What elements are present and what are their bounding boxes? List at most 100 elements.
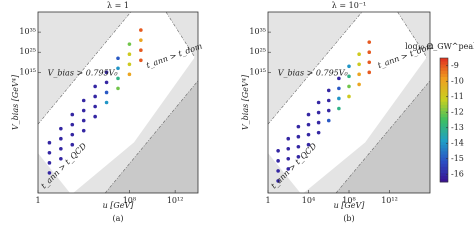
- data-point: [276, 169, 280, 173]
- x-tick-label: 10¹²: [167, 196, 184, 205]
- data-point: [104, 80, 109, 85]
- colorbar-step: [440, 70, 448, 74]
- allowed-band: [268, 12, 427, 193]
- data-point: [296, 144, 301, 149]
- data-point: [276, 179, 280, 183]
- data-point: [316, 110, 321, 115]
- data-point: [47, 171, 52, 175]
- data-point: [367, 40, 372, 44]
- data-point: [47, 150, 52, 155]
- data-point: [306, 142, 311, 147]
- colorbar-tick-label: -14: [451, 138, 464, 147]
- data-point: [337, 86, 341, 91]
- data-point: [116, 56, 120, 61]
- data-point: [127, 62, 132, 67]
- plot-frame: [37, 11, 199, 194]
- y-tick-label: 10¹⁵: [249, 67, 266, 76]
- colorbar-step: [440, 113, 448, 118]
- boundary: [267, 11, 363, 125]
- figure: 1 10⁸ 10¹² 10³⁵ 10²⁵ 10¹⁵ λ = 1 u [GeV] V_bias […: [11, 1, 474, 223]
- y-tick-label: 10³⁵: [249, 27, 266, 36]
- data-point: [70, 132, 75, 137]
- colorbar-step: [440, 141, 448, 146]
- data-point: [357, 52, 361, 57]
- colorbar-tick-label: -12: [451, 107, 464, 116]
- data-point: [59, 157, 63, 161]
- data-point: [337, 76, 341, 81]
- colorbar-tick-label: -13: [451, 123, 464, 132]
- data-point: [367, 70, 372, 75]
- data-point: [127, 42, 132, 46]
- data-point: [286, 146, 291, 151]
- data-point: [357, 82, 361, 87]
- y-tick-label: 10³⁵: [19, 27, 36, 36]
- data-point: [276, 159, 280, 163]
- colorbar-step: [440, 135, 448, 139]
- annotation: V_bias > 0.795V₀: [48, 69, 119, 78]
- colorbar-step: [440, 147, 448, 152]
- colorbar-step: [440, 101, 448, 105]
- colorbar-step: [440, 116, 448, 121]
- data-point: [139, 38, 143, 42]
- colorbar-step: [440, 67, 448, 71]
- data-point: [326, 118, 331, 123]
- data-point: [296, 134, 301, 139]
- colorbar-step: [440, 160, 448, 164]
- colorbar-step: [440, 154, 448, 158]
- data-point: [139, 48, 143, 53]
- boundary: [37, 11, 132, 125]
- colorbar-step: [440, 64, 448, 68]
- data-point: [81, 108, 86, 113]
- data-point: [306, 132, 311, 137]
- colorbar-step: [440, 166, 448, 170]
- caption: (a): [112, 214, 123, 223]
- x-tick-label: 10¹²: [381, 196, 398, 205]
- colorbar-step: [440, 138, 448, 143]
- data-point: [296, 155, 301, 159]
- allowed-band: [38, 12, 195, 193]
- data-point: [286, 136, 291, 141]
- colorbar-step: [440, 169, 448, 174]
- x-axis-label: u [GeV]: [103, 201, 135, 210]
- data-point: [47, 161, 52, 165]
- data-point: [296, 124, 301, 129]
- data-point: [104, 90, 109, 95]
- colorbar-frame: [439, 57, 449, 183]
- colorbar-step: [440, 82, 448, 87]
- annotation: V_bias > 0.795V₀: [278, 69, 349, 78]
- colorbar-tick-label: -10: [451, 76, 464, 85]
- data-point: [81, 118, 86, 123]
- data-point: [70, 122, 75, 127]
- data-point: [286, 157, 291, 161]
- colorbar-step: [440, 163, 448, 167]
- data-point: [326, 88, 331, 93]
- colorbar-step: [440, 144, 448, 149]
- colorbar-step: [440, 58, 448, 62]
- colorbar-tick-label: -15: [451, 154, 464, 163]
- x-tick-label: 10⁴: [302, 196, 315, 205]
- boundary: [397, 11, 428, 58]
- x-tick-label: 1: [35, 196, 40, 205]
- x-tick-label: 1: [265, 196, 270, 205]
- y-axis-label: V_bias [GeV⁴]: [11, 74, 20, 130]
- data-point: [70, 112, 75, 117]
- colorbar-step: [440, 95, 448, 99]
- data-point: [316, 130, 321, 135]
- data-point: [116, 66, 120, 71]
- data-point: [347, 84, 351, 89]
- data-point: [367, 60, 372, 65]
- boundary: [165, 11, 196, 58]
- colorbar-tick-label: -16: [451, 169, 464, 178]
- data-point: [316, 100, 321, 105]
- data-point: [347, 64, 351, 69]
- colorbar-tick-label: -11: [451, 92, 464, 101]
- data-point: [81, 98, 86, 103]
- boundary: [335, 80, 431, 194]
- colorbar-step: [440, 120, 448, 124]
- colorbar-title: log₁₀ Ω_GW^peak h²: [405, 42, 474, 51]
- x-tick-label: 10⁸: [342, 196, 355, 205]
- x-axis-label: u [GeV]: [334, 201, 366, 210]
- colorbar-step: [440, 132, 448, 136]
- data-point: [59, 136, 63, 141]
- data-point: [70, 142, 75, 147]
